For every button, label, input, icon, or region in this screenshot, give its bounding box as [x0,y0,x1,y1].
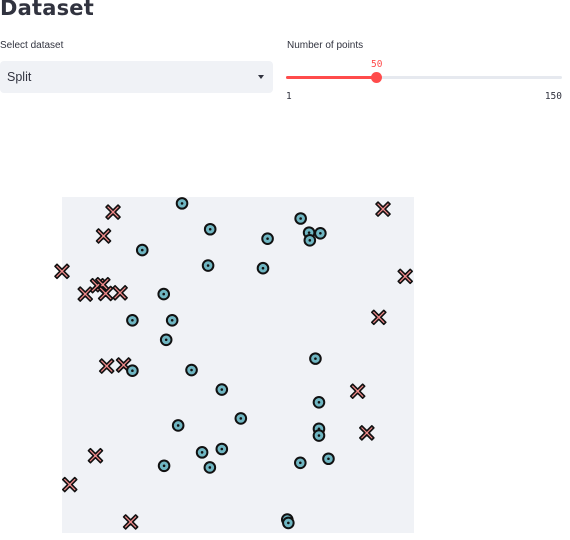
o-marker [185,363,198,377]
o-marker [171,419,185,432]
slider-max-label: 150 [544,91,562,102]
o-marker [256,261,270,275]
chevron-down-icon [258,75,264,79]
o-marker [215,442,229,456]
x-marker [370,309,387,326]
dataset-select[interactable]: Split [0,61,273,93]
slider-thumb[interactable] [371,72,383,83]
o-marker [157,459,171,473]
o-marker [234,412,248,425]
points-slider[interactable]: 50 1 150 [286,56,562,102]
o-marker [312,395,326,409]
o-marker [157,287,171,301]
o-marker [175,197,189,210]
dataset-select-value: Split [7,70,32,84]
slider-fill [286,76,377,79]
x-marker [359,425,375,441]
o-marker [215,383,229,396]
x-marker [112,284,128,301]
o-marker [126,314,139,327]
slider-min-label: 1 [286,91,292,102]
x-marker [98,358,115,374]
o-marker [165,314,179,327]
plot-area [62,197,414,533]
o-marker [309,352,322,365]
o-marker [294,212,307,225]
x-marker [105,204,121,220]
page-title: Dataset [0,0,94,20]
o-marker [159,333,173,347]
o-marker [201,259,215,272]
o-marker [203,222,217,236]
x-marker [349,383,366,400]
x-marker [95,228,112,244]
x-marker [122,514,139,530]
x-marker [87,447,104,464]
o-marker [294,456,307,470]
o-marker [126,364,139,378]
x-marker [97,285,114,302]
o-marker [135,243,149,257]
points-slider-label: Number of points [287,40,364,51]
dataset-select-label: Select dataset [0,40,64,51]
x-marker [61,476,78,493]
o-marker [282,516,295,530]
o-marker [303,234,317,247]
x-marker [397,268,414,285]
o-marker [322,452,335,466]
x-marker [54,263,70,280]
o-marker [203,461,217,474]
x-marker [375,201,391,217]
o-marker [312,429,326,442]
x-marker [77,286,94,302]
slider-track[interactable] [286,76,562,79]
o-marker [261,232,274,245]
slider-current-value: 50 [371,59,383,70]
o-marker [195,446,209,459]
o-marker [314,226,327,240]
